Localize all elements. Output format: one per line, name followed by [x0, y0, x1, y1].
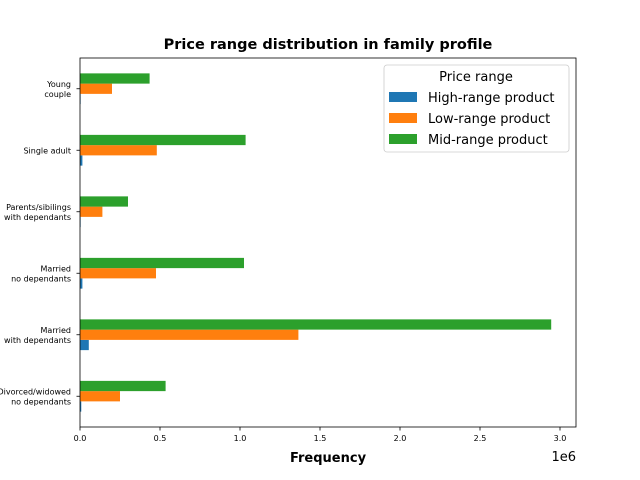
x-tick-label: 2.0: [394, 434, 407, 443]
bar-mid-range-product-0: [80, 73, 150, 84]
y-tick-label: Married: [41, 264, 71, 273]
y-tick-label: Single adult: [23, 146, 71, 155]
bar-mid-range-product-3: [80, 257, 244, 269]
bar-low-range-product-3: [80, 268, 156, 279]
y-tick-label: couple: [44, 90, 71, 99]
bar-low-range-product-0: [80, 83, 112, 94]
y-tick-label: with dependants: [4, 213, 71, 222]
y-tick-label: Parents/sibilings: [6, 203, 71, 212]
legend-title: Price range: [439, 70, 513, 85]
chart-title: Price range distribution in family profi…: [164, 37, 493, 53]
bar-mid-range-product-5: [80, 380, 166, 392]
x-axis: 0.0 0.5 1.0 1.5 2.0 2.5 3.0: [74, 427, 567, 443]
x-tick-label: 2.5: [474, 434, 487, 443]
bar-high-range-product-4: [80, 339, 89, 351]
x-tick-label: 0.5: [154, 434, 167, 443]
bar-low-range-product-2: [80, 206, 103, 217]
x-axis-label: Frequency: [290, 451, 367, 466]
y-tick-label: Divorced/widowed: [0, 387, 71, 396]
legend-label: Low-range product: [428, 112, 550, 127]
bar-high-range-product-5: [80, 401, 82, 412]
legend-items: High-range product Low-range product Mid-r…: [389, 91, 555, 148]
bar-high-range-product-3: [80, 278, 83, 289]
bars-layer: [80, 73, 552, 412]
y-tick-label: Married: [41, 326, 71, 335]
bar-mid-range-product-1: [80, 134, 246, 146]
y-tick-label: with dependants: [4, 336, 71, 345]
legend-swatch: [389, 134, 417, 144]
bar-high-range-product-1: [80, 155, 83, 166]
legend-swatch: [389, 113, 417, 123]
x-tick-label: 1.0: [234, 434, 247, 443]
y-tick-label: Young: [46, 80, 71, 89]
bar-low-range-product-5: [80, 391, 120, 402]
bar-low-range-product-4: [80, 329, 299, 340]
legend-box: [383, 64, 570, 153]
x-axis-offset-label: 1e6: [551, 450, 576, 465]
legend-label: Mid-range product: [428, 133, 548, 148]
x-tick-label: 1.5: [314, 434, 327, 443]
bar-mid-range-product-2: [80, 196, 128, 207]
plot-frame: [79, 57, 577, 428]
x-tick-label: 3.0: [554, 434, 567, 443]
y-tick-label: no dependants: [11, 274, 71, 283]
bar-low-range-product-1: [80, 145, 157, 156]
legend: Price range High-range product Low-range …: [383, 64, 570, 153]
bar-mid-range-product-4: [80, 319, 552, 330]
legend-swatch: [389, 92, 417, 102]
legend-label: High-range product: [428, 91, 555, 106]
x-tick-label: 0.0: [74, 434, 87, 443]
y-tick-label: no dependants: [11, 397, 71, 406]
